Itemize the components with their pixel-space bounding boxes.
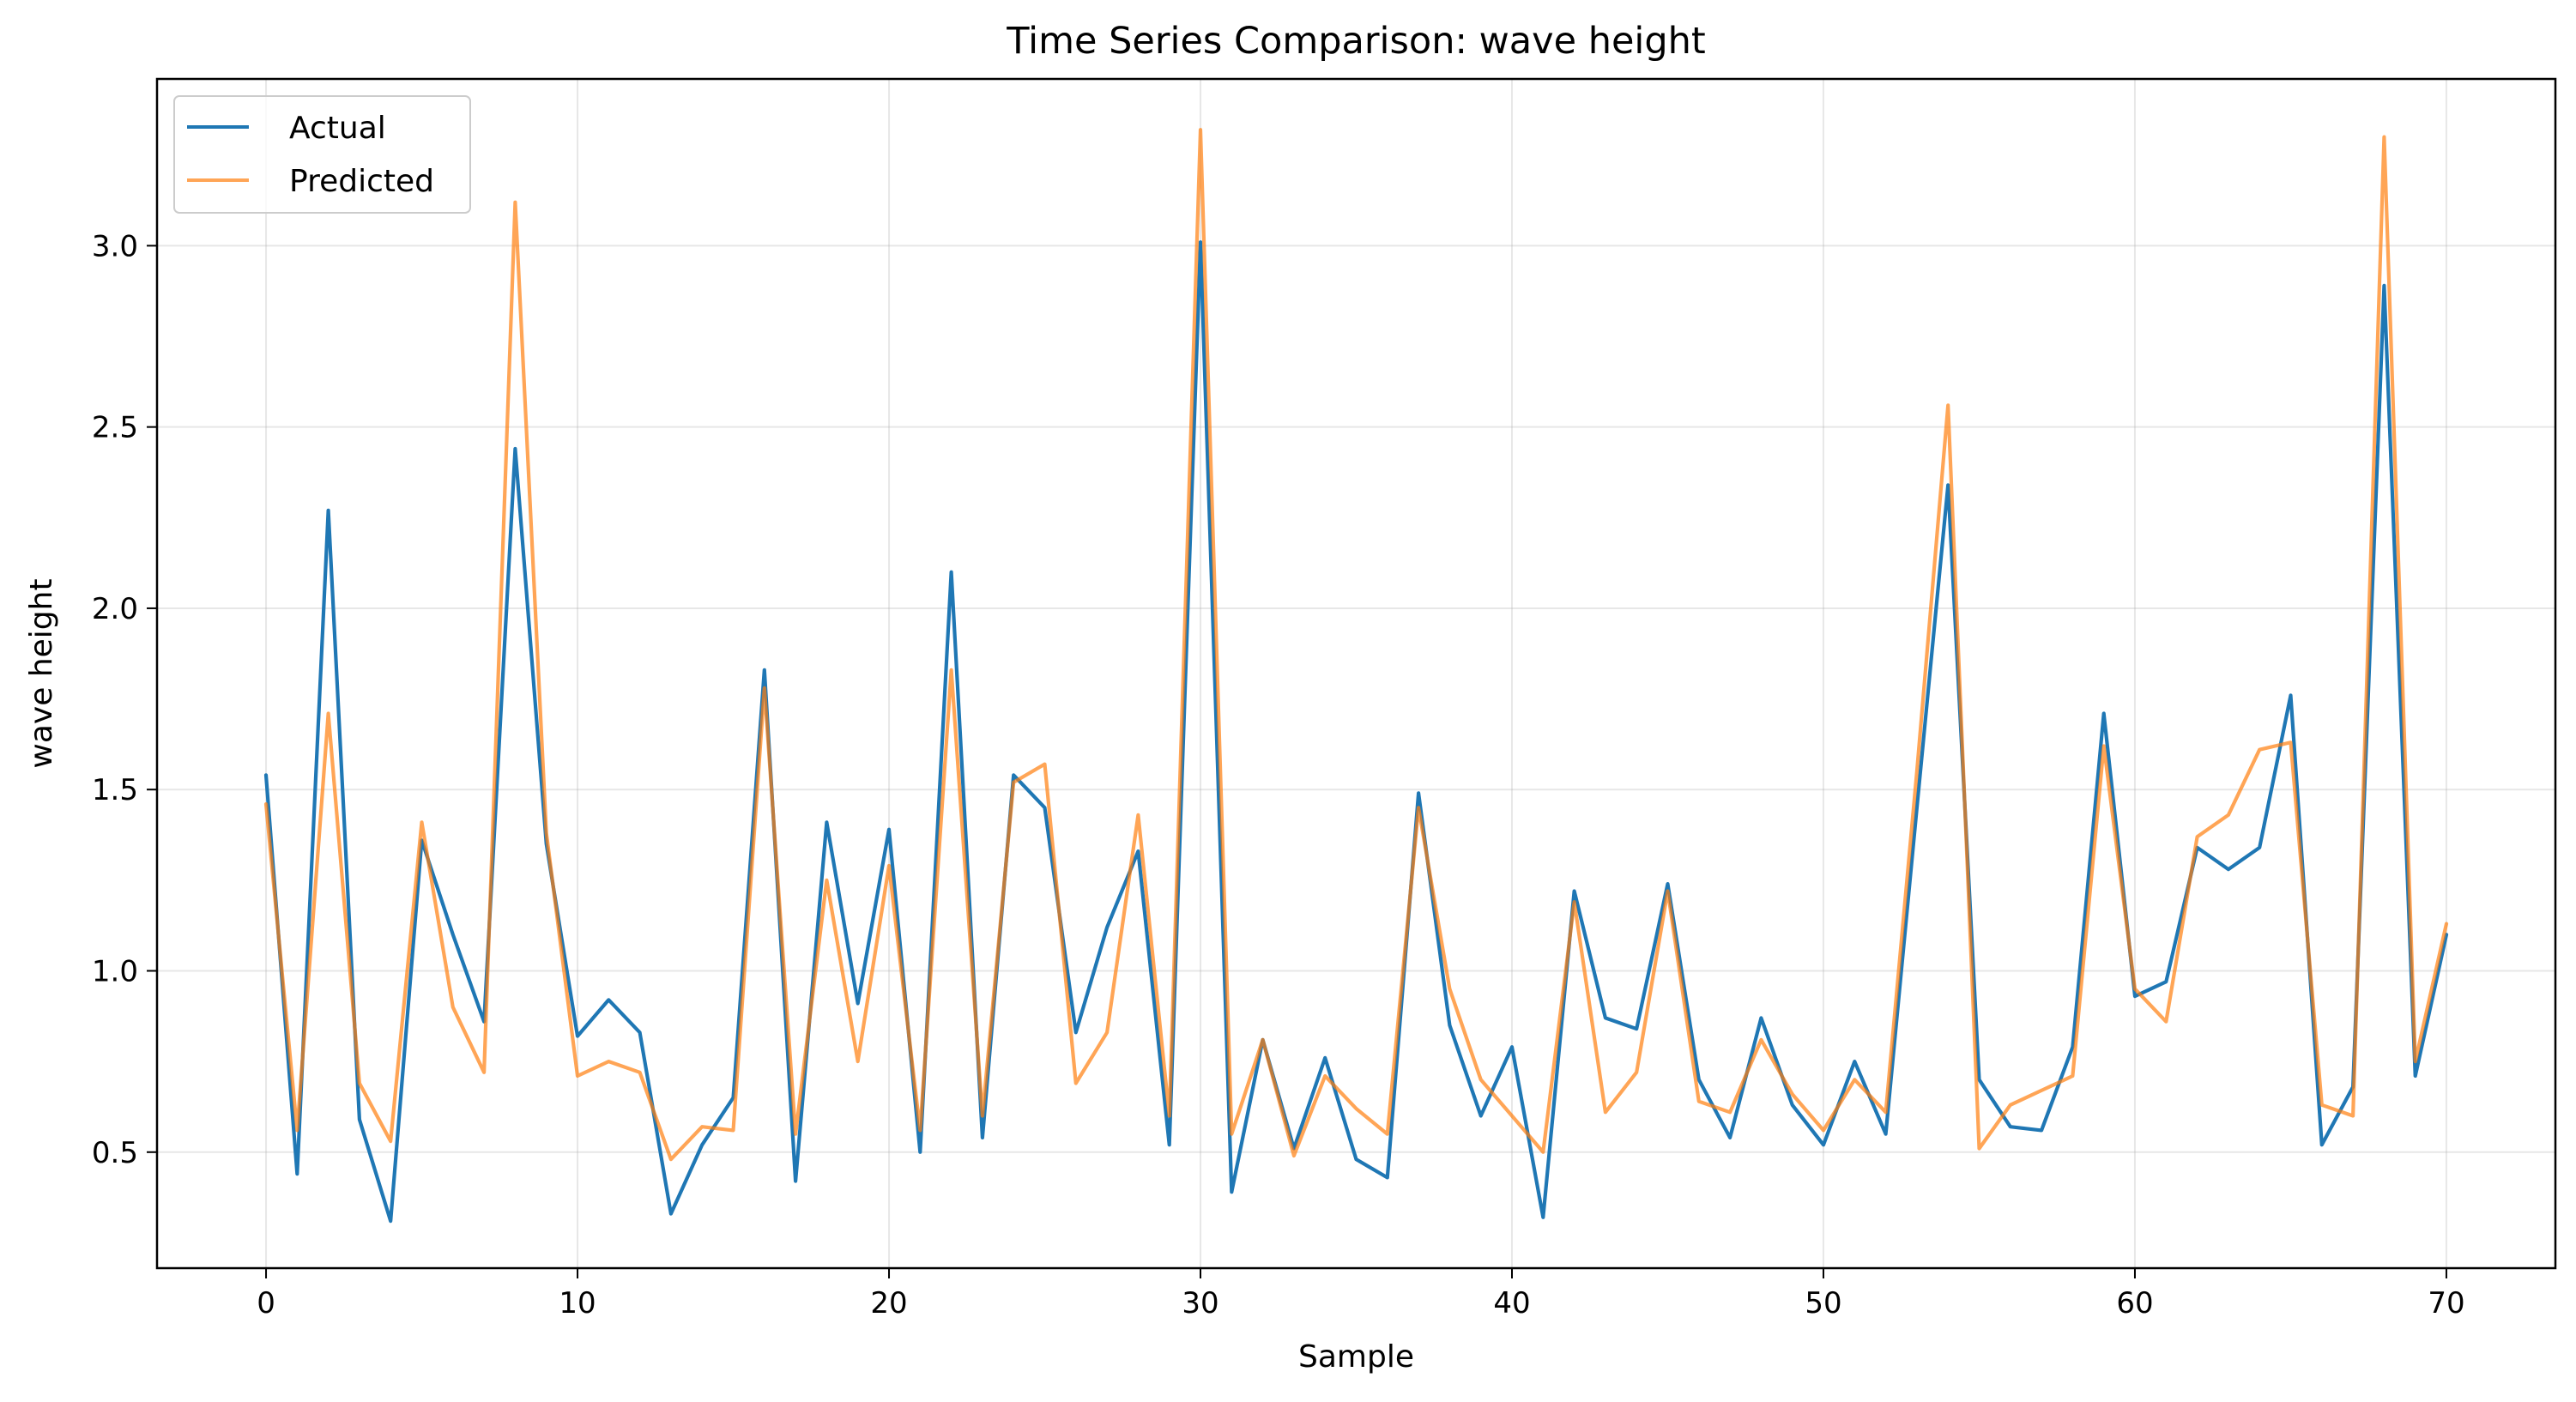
y-tick-label: 0.5 bbox=[92, 1136, 138, 1170]
plot-frame bbox=[155, 77, 2557, 1270]
x-axis-title: Sample bbox=[1298, 1339, 1414, 1375]
series-line-actual bbox=[263, 240, 2449, 1224]
series-layer bbox=[263, 128, 2449, 1224]
x-tick-label: 70 bbox=[2428, 1286, 2464, 1320]
series-line-predicted bbox=[263, 128, 2449, 1162]
x-tick-label: 50 bbox=[1805, 1286, 1841, 1320]
y-tick-label: 3.0 bbox=[92, 229, 138, 263]
chart-title: Time Series Comparison: wave height bbox=[1006, 20, 1706, 63]
ticks: 0 10 20 30 40 50 60 70 0.5 1.0 1.5 2.0 2.5 3.0 bbox=[92, 229, 2465, 1320]
y-axis-title: wave height bbox=[24, 578, 59, 768]
y-tick-label: 2.5 bbox=[92, 411, 138, 445]
x-tick-label: 40 bbox=[1493, 1286, 1530, 1320]
x-tick-label: 30 bbox=[1182, 1286, 1218, 1320]
y-tick-label: 2.0 bbox=[92, 592, 138, 626]
legend-label-actual: Actual bbox=[289, 111, 386, 146]
legend: Actual Predicted bbox=[173, 95, 471, 214]
y-tick-label: 1.5 bbox=[92, 773, 138, 807]
x-tick-label: 10 bbox=[559, 1286, 596, 1320]
x-tick-label: 60 bbox=[2116, 1286, 2153, 1320]
legend-label-predicted: Predicted bbox=[289, 164, 434, 199]
grid bbox=[157, 79, 2555, 1268]
x-tick-label: 20 bbox=[870, 1286, 907, 1320]
x-tick-label: 0 bbox=[257, 1286, 275, 1320]
y-tick-label: 1.0 bbox=[92, 955, 138, 989]
